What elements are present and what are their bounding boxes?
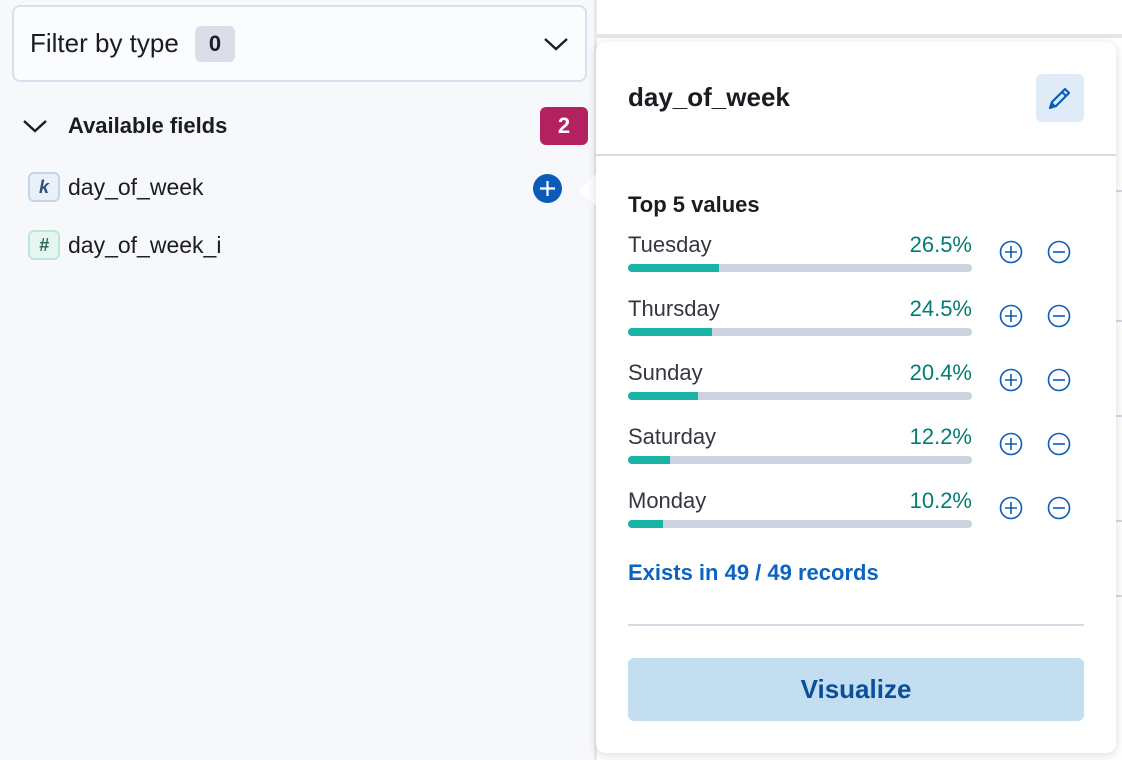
minus-circle-icon: [1047, 432, 1071, 456]
plus-circle-icon: [999, 240, 1023, 264]
value-percent: 26.5%: [909, 232, 972, 257]
plus-icon: [540, 181, 555, 196]
value-progress-fill: [628, 392, 699, 400]
top-value-row: Sunday 20.4%: [628, 360, 1088, 420]
field-name: day_of_week_i: [68, 231, 222, 258]
value-name: Saturday: [628, 424, 717, 449]
minus-circle-icon: [1047, 368, 1071, 392]
available-fields-count: 2: [540, 107, 588, 145]
filter-count-badge: 0: [194, 25, 236, 62]
value-name: Tuesday: [628, 232, 712, 257]
number-type-icon: #: [28, 230, 60, 260]
divider: [1116, 520, 1122, 522]
keyword-type-icon: k: [28, 172, 60, 202]
value-progress-fill: [628, 328, 713, 336]
minus-circle-icon: [1047, 304, 1071, 328]
filter-for-value-button[interactable]: [999, 240, 1023, 269]
filter-for-value-button[interactable]: [999, 496, 1023, 525]
value-progress-fill: [628, 456, 670, 464]
top-value-row: Thursday 24.5%: [628, 296, 1088, 356]
value-progress-fill: [628, 520, 664, 528]
value-percent: 10.2%: [909, 488, 972, 513]
value-progress-bar: [628, 456, 972, 464]
filter-out-value-button[interactable]: [1047, 304, 1071, 333]
divider: [1116, 320, 1122, 322]
value-percent: 12.2%: [909, 424, 972, 449]
available-fields-title: Available fields: [68, 113, 228, 138]
popover-arrow: [578, 172, 598, 208]
plus-circle-icon: [999, 432, 1023, 456]
plus-circle-icon: [999, 496, 1023, 520]
filter-out-value-button[interactable]: [1047, 432, 1071, 461]
value-percent: 20.4%: [909, 360, 972, 385]
chevron-down-icon: [23, 120, 47, 133]
filter-out-value-button[interactable]: [1047, 368, 1071, 397]
value-percent: 24.5%: [909, 296, 972, 321]
filter-for-value-button[interactable]: [999, 368, 1023, 397]
plus-circle-icon: [999, 304, 1023, 328]
divider: [1116, 595, 1122, 597]
plus-circle-icon: [999, 368, 1023, 392]
value-progress-fill: [628, 264, 720, 272]
top-values-title: Top 5 values: [628, 192, 760, 217]
filter-by-type-button[interactable]: Filter by type 0: [12, 5, 587, 82]
popover-title: day_of_week: [628, 82, 790, 112]
value-progress-bar: [628, 520, 972, 528]
value-name: Sunday: [628, 360, 703, 385]
field-details-popover: day_of_week Top 5 values Tuesday 26.5% T…: [596, 42, 1116, 753]
divider: [1116, 190, 1122, 192]
divider: [1116, 415, 1122, 417]
value-progress-bar: [628, 264, 972, 272]
filter-for-value-button[interactable]: [999, 304, 1023, 333]
divider: [628, 624, 1084, 626]
divider: [596, 154, 1116, 156]
filter-out-value-button[interactable]: [1047, 240, 1071, 269]
top-value-row: Tuesday 26.5%: [628, 232, 1088, 292]
filter-label: Filter by type: [30, 28, 179, 58]
edit-field-button[interactable]: [1036, 74, 1084, 122]
top-value-row: Monday 10.2%: [628, 488, 1088, 548]
field-item-day-of-week[interactable]: k day_of_week: [28, 172, 204, 202]
add-field-button[interactable]: [533, 174, 562, 203]
field-item-day-of-week-i[interactable]: # day_of_week_i: [28, 230, 221, 260]
filter-out-value-button[interactable]: [1047, 496, 1071, 525]
top-value-row: Saturday 12.2%: [628, 424, 1088, 484]
filter-for-value-button[interactable]: [999, 432, 1023, 461]
value-progress-bar: [628, 392, 972, 400]
minus-circle-icon: [1047, 240, 1071, 264]
minus-circle-icon: [1047, 496, 1071, 520]
available-fields-toggle[interactable]: Available fields 2: [22, 107, 588, 145]
table-header: [597, 0, 1122, 38]
visualize-button[interactable]: Visualize: [628, 658, 1084, 721]
value-name: Monday: [628, 488, 707, 513]
chevron-down-icon: [544, 37, 568, 51]
value-name: Thursday: [628, 296, 720, 321]
pencil-icon: [1048, 87, 1071, 110]
value-progress-bar: [628, 328, 972, 336]
exists-in-records-link[interactable]: Exists in 49 / 49 records: [628, 560, 879, 585]
field-name: day_of_week: [68, 173, 204, 200]
